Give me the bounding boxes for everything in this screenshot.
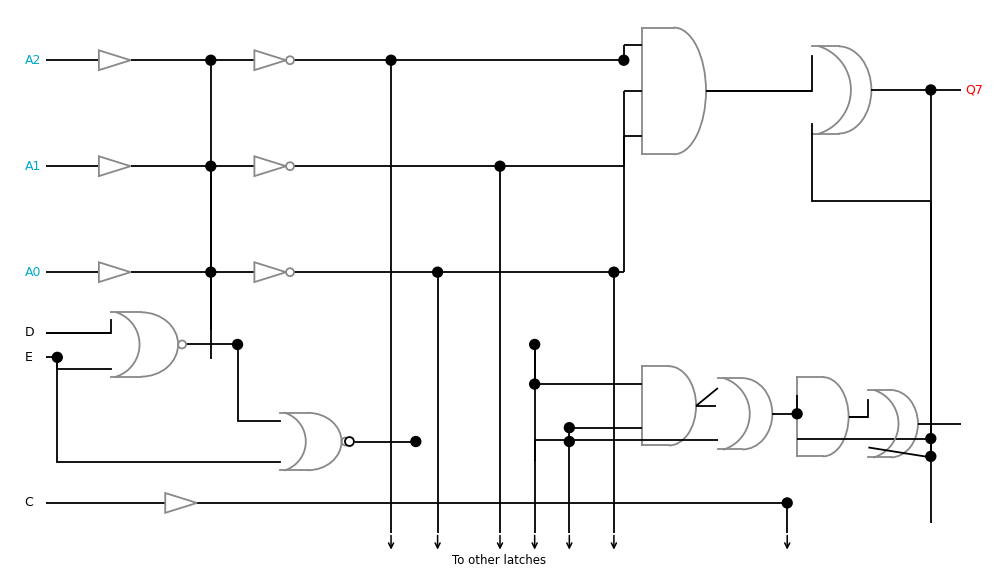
Circle shape — [529, 339, 539, 350]
Circle shape — [52, 353, 62, 362]
Text: D: D — [25, 326, 34, 339]
Circle shape — [233, 339, 243, 350]
Circle shape — [433, 267, 443, 277]
Circle shape — [206, 267, 216, 277]
Circle shape — [529, 379, 539, 389]
Circle shape — [345, 437, 354, 446]
Text: E: E — [25, 351, 33, 364]
Circle shape — [496, 161, 504, 171]
Circle shape — [206, 55, 216, 65]
Circle shape — [206, 161, 216, 171]
Text: A0: A0 — [25, 266, 41, 279]
Text: A1: A1 — [25, 160, 41, 173]
Circle shape — [564, 436, 574, 446]
Circle shape — [926, 451, 936, 461]
Circle shape — [386, 55, 396, 65]
Circle shape — [618, 55, 628, 65]
Text: Q7: Q7 — [965, 83, 983, 97]
Circle shape — [792, 409, 802, 418]
Circle shape — [782, 498, 792, 508]
Circle shape — [411, 436, 421, 446]
Text: A2: A2 — [25, 54, 41, 66]
Circle shape — [564, 423, 574, 432]
Text: To other latches: To other latches — [453, 554, 546, 567]
Text: C: C — [25, 497, 33, 509]
Circle shape — [926, 85, 936, 95]
Circle shape — [609, 267, 618, 277]
Circle shape — [926, 434, 936, 443]
